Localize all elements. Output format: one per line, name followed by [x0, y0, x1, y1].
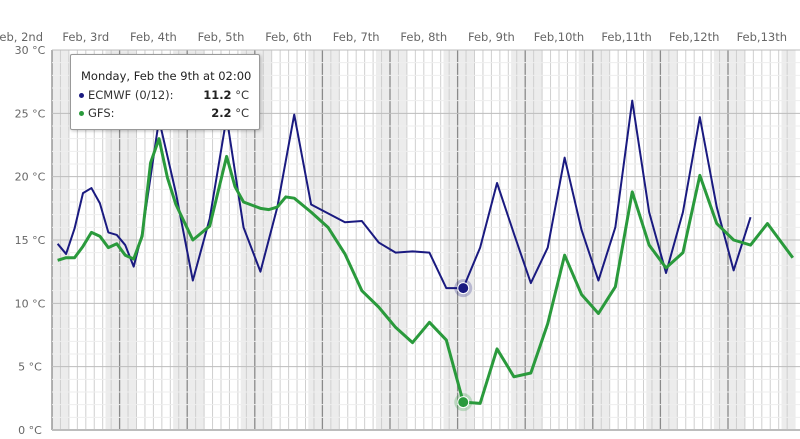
- x-tick-label: Feb, 9th: [468, 30, 515, 44]
- tooltip-unit: °C: [235, 106, 249, 120]
- y-tick-label: 10 °C: [15, 297, 46, 310]
- tooltip-row-ecmwf: ECMWF (0/12): 11.2 °C: [79, 88, 249, 104]
- tooltip-row-gfs: GFS: 2.2 °C: [79, 106, 249, 122]
- y-tick-label: 5 °C: [18, 361, 42, 374]
- tooltip: Monday, Feb the 9th at 02:00 ECMWF (0/12…: [70, 54, 260, 130]
- x-tick-label: Feb, 4th: [130, 30, 177, 44]
- y-tick-label: 30 °C: [15, 44, 46, 57]
- highlight-point: [457, 396, 470, 409]
- gfs-dot-icon: [79, 111, 84, 116]
- x-tick-label: Feb,10th: [534, 30, 584, 44]
- x-tick-label: Feb, 5th: [198, 30, 245, 44]
- x-tick-label: Feb,12th: [669, 30, 719, 44]
- x-tick-label: Feb, 3rd: [62, 30, 109, 44]
- x-tick-label: Feb,13th: [737, 30, 787, 44]
- tooltip-value: 11.2: [203, 88, 232, 102]
- y-tick-label: 25 °C: [15, 107, 46, 120]
- y-tick-label: 0 °C: [18, 424, 42, 437]
- tooltip-title: Monday, Feb the 9th at 02:00: [81, 69, 252, 83]
- highlight-point: [457, 282, 470, 295]
- y-tick-label: 20 °C: [15, 171, 46, 184]
- x-tick-label: Feb, 8th: [400, 30, 447, 44]
- series-line-ecmwf: [56, 99, 752, 290]
- x-tick-label: Feb, 6th: [265, 30, 312, 44]
- tooltip-value: 2.2: [211, 106, 232, 120]
- series-line-gfs: [57, 137, 794, 405]
- y-tick-label: 15 °C: [15, 234, 46, 247]
- x-tick-label: Feb, 7th: [333, 30, 380, 44]
- tooltip-unit: °C: [235, 88, 249, 102]
- x-tick-label: Feb, 2nd: [0, 30, 43, 44]
- ecmwf-dot-icon: [79, 93, 84, 98]
- x-tick-label: Feb,11th: [601, 30, 651, 44]
- tooltip-label: ECMWF (0/12):: [88, 88, 174, 102]
- tooltip-label: GFS:: [88, 106, 115, 120]
